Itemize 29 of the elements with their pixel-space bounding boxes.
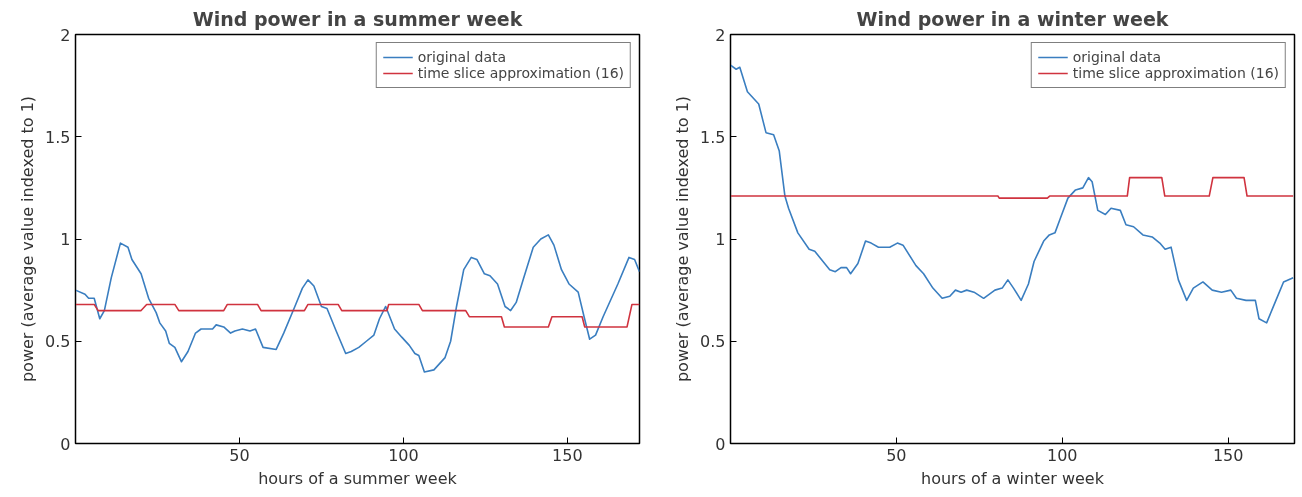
chart-title: Wind power in a winter week [856, 7, 1169, 30]
y-tick-label: 2 [60, 25, 71, 45]
y-tick-label: 0.5 [45, 332, 71, 352]
x-tick-label: 150 [1212, 445, 1244, 465]
y-tick-label: 1.5 [45, 127, 71, 147]
y-tick-label: 0 [715, 434, 726, 454]
legend-label: time slice approximation (16) [1072, 65, 1279, 81]
y-tick-label: 1 [60, 230, 71, 249]
x-axis-title: hours of a summer week [258, 468, 458, 488]
x-tick-label: 100 [1047, 445, 1078, 465]
x-tick-label: 50 [886, 445, 907, 465]
y-axis-title: power (average value indexed to 1) [673, 95, 693, 383]
y-axis-title: power (average value indexed to 1) [18, 95, 38, 383]
y-tick-label: 0.5 [700, 332, 726, 352]
y-tick-label: 1 [715, 230, 726, 249]
chart-title: Wind power in a summer week [192, 7, 523, 30]
line-series [730, 64, 1294, 324]
line-series [75, 303, 640, 328]
legend-label: original data [1072, 49, 1162, 65]
x-axis-title: hours of a winter week [921, 468, 1105, 488]
y-tick-label: 2 [715, 25, 726, 45]
legend-label: time slice approximation (16) [417, 65, 624, 81]
x-tick-label: 100 [388, 445, 419, 465]
legend-label: original data [417, 49, 507, 65]
x-tick-label: 150 [552, 445, 583, 465]
line-series [75, 234, 640, 373]
x-tick-label: 50 [229, 445, 250, 465]
y-tick-label: 0 [60, 434, 71, 454]
y-tick-label: 1.5 [700, 127, 726, 147]
